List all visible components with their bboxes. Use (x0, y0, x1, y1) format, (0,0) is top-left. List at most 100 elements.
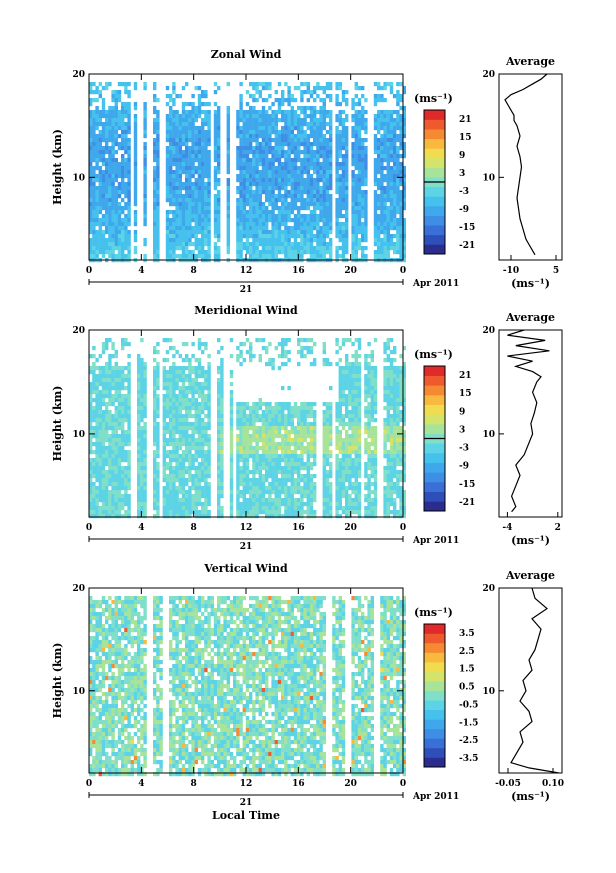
field-cell (114, 194, 118, 199)
field-cell (306, 158, 310, 163)
field-cell (277, 210, 282, 215)
field-cell (380, 206, 384, 211)
field-cell (303, 178, 307, 183)
field-cell (89, 222, 93, 227)
field-cell (207, 494, 211, 499)
field-cell (153, 182, 157, 187)
field-cell (300, 226, 304, 231)
field-cell (201, 138, 205, 143)
field-cell (178, 442, 182, 447)
field-cell (325, 246, 330, 251)
field-cell (313, 130, 317, 135)
field-cell (277, 150, 282, 155)
field-cell (345, 250, 349, 255)
field-cell (386, 234, 390, 239)
field-cell (217, 466, 221, 471)
field-cell (229, 370, 234, 375)
field-cell (268, 194, 272, 199)
field-cell (207, 122, 211, 127)
field-cell (89, 446, 93, 451)
field-cell (373, 94, 378, 99)
field-cell (345, 138, 349, 143)
field-cell (92, 158, 96, 163)
field-cell (204, 482, 208, 487)
field-cell (316, 110, 320, 115)
field-cell (341, 242, 346, 247)
field-cell (204, 346, 208, 351)
field-cell (271, 158, 275, 163)
field-cell (201, 238, 205, 243)
field-cell (338, 214, 342, 219)
field-cell (101, 150, 106, 155)
field-cell (380, 150, 384, 155)
field-cell (127, 106, 131, 111)
field-cell (92, 502, 96, 507)
field-cell (220, 490, 224, 495)
field-cell (239, 114, 243, 119)
field-cell (89, 190, 93, 195)
field-cell (252, 182, 256, 187)
field-cell (245, 502, 250, 507)
field-cell (92, 134, 96, 139)
field-cell (217, 506, 221, 511)
field-cell (156, 394, 160, 399)
field-cell (300, 174, 304, 179)
field-cell (361, 222, 365, 227)
field-cell (226, 214, 230, 219)
field-cell (201, 222, 205, 227)
field-cell (396, 138, 400, 143)
field-cell (309, 146, 314, 151)
field-cell (236, 414, 240, 419)
wind-field (89, 82, 406, 263)
field-cell (181, 134, 186, 139)
field-cell (236, 158, 240, 163)
field-cell (396, 182, 400, 187)
field-cell (153, 490, 157, 495)
field-cell (399, 242, 403, 247)
field-cell (245, 250, 250, 255)
colorbar-tick-label: 15 (459, 133, 472, 143)
field-cell (226, 250, 230, 255)
field-cell (204, 398, 208, 403)
field-cell (242, 242, 246, 247)
field-cell (322, 114, 326, 119)
field-cell (252, 178, 256, 183)
field-cell (92, 114, 96, 119)
field-cell (207, 126, 211, 131)
field-cell (239, 142, 243, 147)
colorbar-swatch (424, 186, 445, 197)
field-cell (364, 98, 368, 103)
field-cell (172, 214, 176, 219)
field-cell (393, 146, 397, 151)
field-cell (178, 486, 182, 491)
field-cell (309, 130, 314, 135)
field-cell (255, 446, 259, 451)
field-cell (101, 350, 106, 355)
field-cell (172, 470, 176, 475)
field-cell (396, 234, 400, 239)
field-cell (389, 126, 394, 131)
field-cell (201, 466, 205, 471)
field-cell (258, 434, 262, 439)
field-cell (117, 442, 122, 447)
field-cell (172, 514, 176, 519)
field-cell (258, 238, 262, 243)
field-cell (351, 214, 355, 219)
field-cell (101, 446, 106, 451)
field-cell (185, 102, 189, 107)
field-cell (153, 386, 157, 391)
field-cell (207, 394, 211, 399)
field-cell (165, 378, 170, 383)
field-cell (236, 442, 240, 447)
field-cell (175, 186, 179, 191)
field-cell (393, 250, 397, 255)
field-cell (105, 438, 109, 443)
field-cell (89, 98, 93, 103)
field-cell (197, 418, 202, 423)
field-cell (143, 458, 147, 463)
field-cell (111, 446, 115, 451)
field-cell (309, 182, 314, 187)
field-cell (357, 114, 362, 119)
field-cell (127, 514, 131, 519)
field-cell (217, 422, 221, 427)
